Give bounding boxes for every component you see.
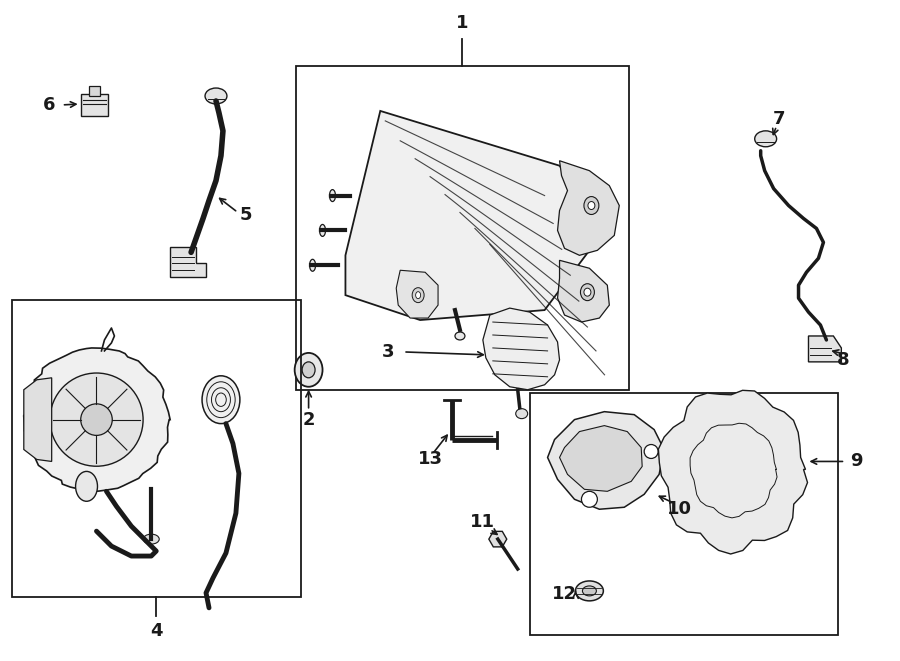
Ellipse shape — [575, 581, 603, 601]
Ellipse shape — [294, 353, 322, 387]
Ellipse shape — [205, 88, 227, 104]
Circle shape — [581, 491, 598, 507]
Ellipse shape — [584, 288, 591, 296]
Ellipse shape — [455, 332, 465, 340]
Bar — [81, 94, 108, 116]
Polygon shape — [560, 426, 643, 491]
Ellipse shape — [584, 196, 598, 214]
Polygon shape — [557, 260, 609, 322]
Ellipse shape — [755, 131, 777, 147]
Polygon shape — [808, 336, 842, 362]
Polygon shape — [659, 391, 807, 554]
Polygon shape — [23, 378, 51, 461]
Text: 2: 2 — [302, 410, 315, 428]
Ellipse shape — [143, 534, 159, 544]
Text: 10: 10 — [667, 500, 691, 518]
Ellipse shape — [202, 376, 240, 424]
Ellipse shape — [588, 202, 595, 210]
Bar — [530, 393, 839, 635]
Bar — [12, 300, 301, 597]
Polygon shape — [483, 308, 560, 390]
Ellipse shape — [416, 292, 420, 299]
Ellipse shape — [329, 190, 336, 202]
Polygon shape — [23, 348, 170, 491]
Polygon shape — [396, 270, 438, 318]
Text: 8: 8 — [837, 351, 850, 369]
Text: 9: 9 — [850, 452, 862, 471]
Ellipse shape — [310, 259, 316, 271]
Bar — [88, 86, 101, 96]
Circle shape — [81, 404, 112, 436]
Polygon shape — [346, 111, 590, 320]
Text: 6: 6 — [42, 96, 55, 114]
Ellipse shape — [582, 586, 597, 596]
Ellipse shape — [76, 471, 97, 501]
Text: 4: 4 — [150, 622, 163, 640]
Text: 12: 12 — [552, 585, 577, 603]
Polygon shape — [489, 531, 507, 547]
Polygon shape — [170, 247, 206, 277]
Circle shape — [644, 444, 658, 459]
Polygon shape — [557, 161, 619, 255]
Text: 7: 7 — [772, 110, 785, 128]
Bar — [296, 66, 629, 390]
Ellipse shape — [412, 288, 424, 303]
Text: 11: 11 — [471, 513, 495, 531]
Text: 1: 1 — [456, 15, 469, 32]
Ellipse shape — [580, 284, 594, 301]
Text: 5: 5 — [239, 206, 252, 225]
Ellipse shape — [320, 225, 326, 237]
Text: 13: 13 — [418, 450, 443, 469]
Text: 3: 3 — [382, 343, 394, 361]
Ellipse shape — [516, 408, 527, 418]
Circle shape — [50, 373, 143, 466]
Polygon shape — [547, 412, 664, 509]
Ellipse shape — [302, 362, 315, 378]
